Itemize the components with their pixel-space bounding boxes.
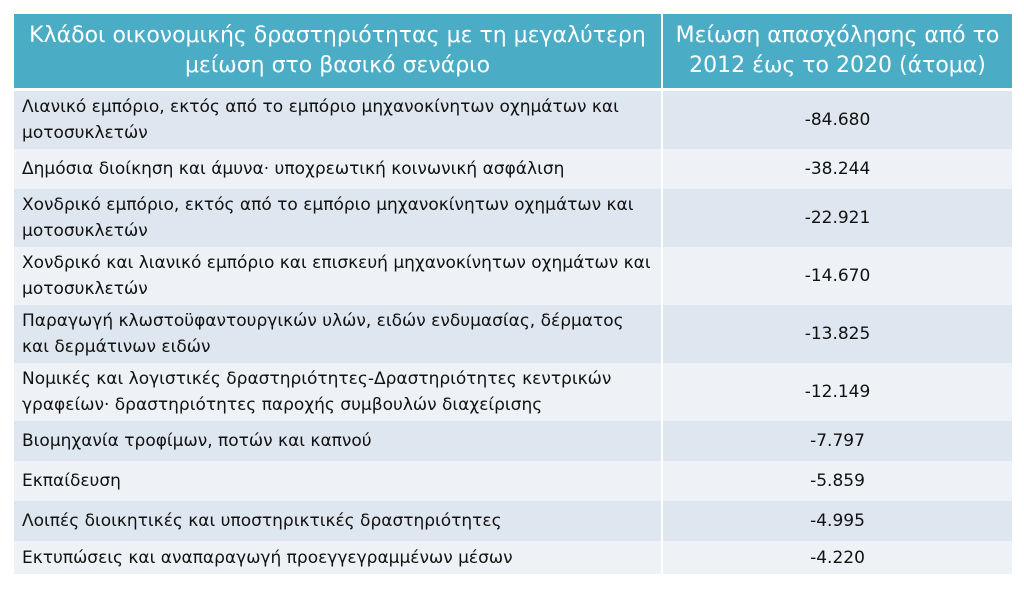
sector-cell: Παραγωγή κλωστοϋφαντουργικών υλών, ειδών… — [14, 305, 662, 363]
table-row: Παραγωγή κλωστοϋφαντουργικών υλών, ειδών… — [14, 305, 1012, 363]
value-cell: -38.244 — [661, 149, 1012, 189]
value-cell: -22.921 — [661, 189, 1012, 247]
value-cell: -7.797 — [661, 421, 1012, 461]
sector-cell: Εκπαίδευση — [14, 461, 662, 501]
table-row: Χονδρικό και λιανικό εμπόριο και επισκευ… — [14, 247, 1012, 305]
sector-cell: Νομικές και λογιστικές δραστηριότητες-Δρ… — [14, 363, 662, 421]
table-row: Βιομηχανία τροφίμων, ποτών και καπνού -7… — [14, 421, 1012, 461]
table-row: Δημόσια διοίκηση και άμυνα· υποχρεωτική … — [14, 149, 1012, 189]
header-row: Κλάδοι οικονομικής δραστηριότητας με τη … — [14, 14, 1012, 91]
sector-cell: Λιανικό εμπόριο, εκτός από το εμπόριο μη… — [14, 89, 662, 149]
value-cell: -13.825 — [661, 305, 1012, 363]
employment-reduction-table: Κλάδοι οικονομικής δραστηριότητας με τη … — [14, 14, 1012, 574]
table-row: Λιανικό εμπόριο, εκτός από το εμπόριο μη… — [14, 89, 1012, 149]
value-cell: -4.220 — [661, 541, 1012, 574]
header-reduction: Μείωση απασχόλησης από το 2012 έως το 20… — [662, 14, 1012, 91]
sector-cell: Λοιπές διοικητικές και υποστηρικτικές δρ… — [14, 501, 662, 541]
sector-cell: Εκτυπώσεις και αναπαραγωγή προεγγεγραμμέ… — [14, 541, 662, 574]
sector-cell: Χονδρικό και λιανικό εμπόριο και επισκευ… — [14, 247, 662, 305]
sector-cell: Δημόσια διοίκηση και άμυνα· υποχρεωτική … — [14, 149, 662, 189]
table-row: Χονδρικό εμπόριο, εκτός από το εμπόριο μ… — [14, 189, 1012, 247]
sector-cell: Χονδρικό εμπόριο, εκτός από το εμπόριο μ… — [14, 189, 662, 247]
value-cell: -84.680 — [661, 89, 1012, 149]
value-cell: -14.670 — [661, 247, 1012, 305]
table-row: Νομικές και λογιστικές δραστηριότητες-Δρ… — [14, 363, 1012, 421]
table-row: Εκτυπώσεις και αναπαραγωγή προεγγεγραμμέ… — [14, 541, 1012, 574]
employment-reduction-table-container: Κλάδοι οικονομικής δραστηριότητας με τη … — [14, 14, 1012, 574]
value-cell: -5.859 — [661, 461, 1012, 501]
sector-cell: Βιομηχανία τροφίμων, ποτών και καπνού — [14, 421, 662, 461]
value-cell: -12.149 — [661, 363, 1012, 421]
value-cell: -4.995 — [661, 501, 1012, 541]
table-row: Λοιπές διοικητικές και υποστηρικτικές δρ… — [14, 501, 1012, 541]
table-row: Εκπαίδευση -5.859 — [14, 461, 1012, 501]
header-sector: Κλάδοι οικονομικής δραστηριότητας με τη … — [14, 14, 663, 91]
